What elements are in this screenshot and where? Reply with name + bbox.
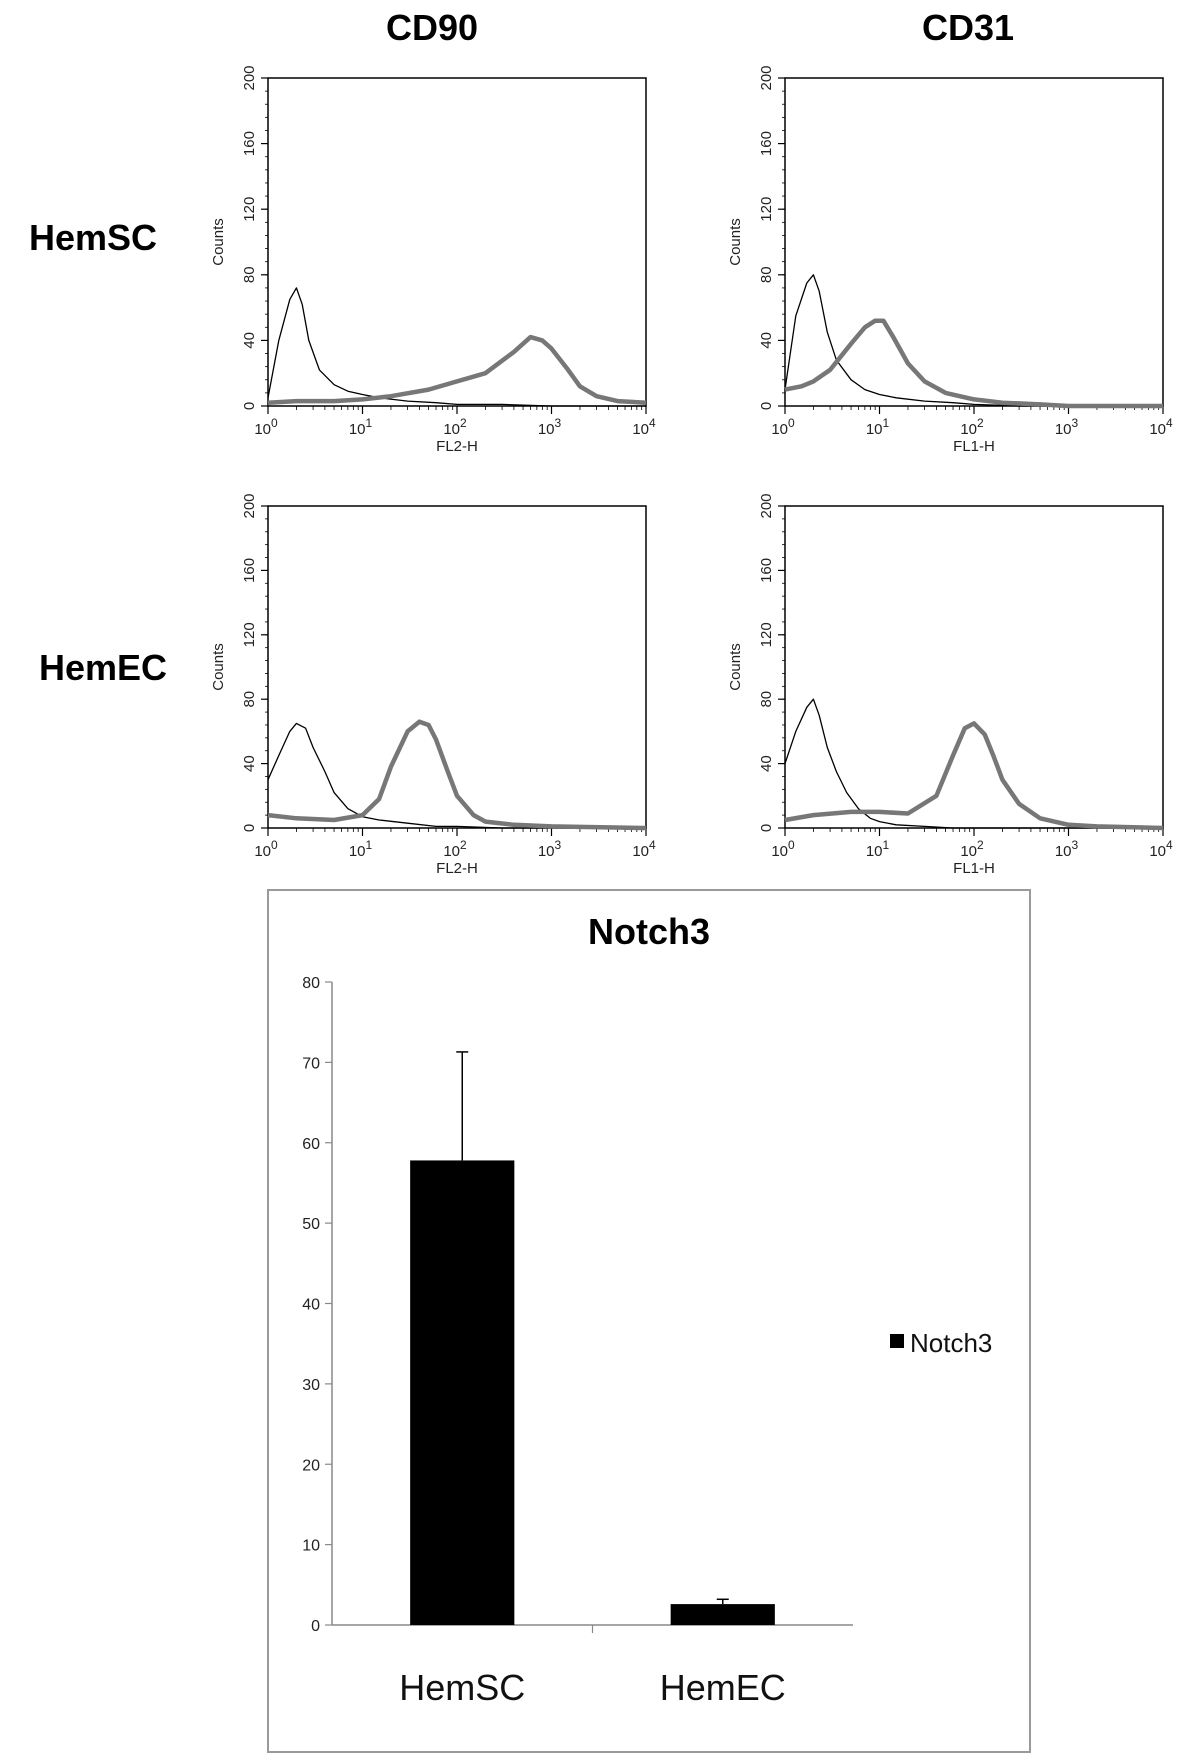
y-tick-label: 80 (758, 691, 775, 708)
x-tick-label: 100 (771, 838, 795, 860)
x-tick-label: 101 (866, 416, 890, 438)
x-tick-label: 103 (538, 838, 562, 860)
bar-y-tick-label: 10 (302, 1538, 320, 1555)
column-title-cd31: CD31 (922, 7, 1014, 48)
stained-histogram-line (267, 719, 647, 831)
x-tick-label: 104 (632, 838, 656, 860)
y-tick-label: 160 (758, 558, 775, 583)
bar-chart-title: Notch3 (588, 911, 710, 952)
x-axis-label: FL2-H (436, 860, 478, 877)
y-tick-label: 80 (241, 266, 258, 283)
y-axis-label: Counts (210, 643, 227, 691)
stained-histogram-line (267, 334, 647, 405)
x-tick-label: 104 (1149, 838, 1173, 860)
bar-chart-frame (267, 889, 1031, 1753)
control-histogram-line (784, 698, 1163, 829)
stained-histogram-line (784, 318, 1163, 409)
bar (670, 1604, 775, 1625)
x-tick-label: 103 (1055, 838, 1079, 860)
bar-y-tick-label: 70 (302, 1055, 320, 1072)
row-label-hemec: HemEC (39, 647, 167, 688)
control-histogram-line (267, 722, 646, 829)
y-tick-label: 120 (241, 622, 258, 647)
row-label-hemsc: HemSC (29, 217, 157, 258)
x-tick-label: 101 (866, 838, 890, 860)
y-tick-label: 0 (241, 824, 258, 832)
y-tick-label: 120 (758, 197, 775, 222)
y-tick-label: 160 (758, 131, 775, 156)
x-tick-label: 100 (254, 838, 278, 860)
x-axis-label: FL1-H (953, 438, 995, 455)
stained-histogram-line (784, 721, 1164, 831)
y-tick-label: 0 (241, 402, 258, 410)
histogram-cd31-hemsc: 0 40 80 120 160 200 Counts 100 101 102 103 104 FL1-H (727, 65, 1173, 455)
x-tick-label: 103 (538, 416, 562, 438)
x-tick-label: 100 (771, 416, 795, 438)
bar-y-tick-label: 0 (311, 1618, 320, 1635)
y-tick-label: 200 (241, 493, 258, 518)
y-tick-label: 120 (758, 622, 775, 647)
column-title-cd90: CD90 (386, 7, 478, 48)
legend-swatch (890, 1334, 904, 1348)
x-tick-label: 102 (960, 416, 984, 438)
x-axis-label: FL1-H (953, 860, 995, 877)
x-tick-label: 104 (632, 416, 656, 438)
bar-category-label: HemEC (660, 1667, 786, 1708)
bar-y-tick-label: 30 (302, 1377, 320, 1394)
y-tick-label: 80 (241, 691, 258, 708)
x-tick-label: 102 (443, 416, 467, 438)
bar-y-tick-label: 40 (302, 1297, 320, 1314)
bar-y-tick-label: 20 (302, 1457, 320, 1474)
y-tick-label: 0 (758, 402, 775, 410)
x-tick-label: 101 (349, 838, 373, 860)
x-tick-label: 100 (254, 416, 278, 438)
y-tick-label: 40 (758, 755, 775, 772)
x-tick-label: 101 (349, 416, 373, 438)
bar-y-tick-label: 50 (302, 1216, 320, 1233)
bar-category-label: HemSC (399, 1667, 525, 1708)
bar-chart-legend: Notch3 (890, 1328, 992, 1358)
histogram-cd90-hemsc: 0 40 80 120 160 200 Counts 100 101 102 103 104 FL2-H (210, 65, 656, 455)
y-tick-label: 80 (758, 266, 775, 283)
y-tick-label: 0 (758, 824, 775, 832)
histogram-cd90-hemec: 0 40 80 120 160 200 Counts 100 101 102 103 104 FL2-H (210, 493, 656, 877)
x-tick-label: 104 (1149, 416, 1173, 438)
y-axis-label: Counts (727, 218, 744, 266)
histogram-cd31-hemec: 0 40 80 120 160 200 Counts 100 101 102 103 104 FL1-H (727, 493, 1173, 877)
y-tick-label: 40 (241, 755, 258, 772)
y-axis-label: Counts (210, 218, 227, 266)
control-histogram-line (784, 274, 1163, 407)
x-tick-label: 102 (443, 838, 467, 860)
x-tick-label: 102 (960, 838, 984, 860)
y-tick-label: 200 (758, 65, 775, 90)
y-axis-label: Counts (727, 643, 744, 691)
plot-frame (267, 505, 647, 829)
control-histogram-line (267, 287, 646, 407)
y-tick-label: 160 (241, 558, 258, 583)
y-tick-label: 40 (241, 332, 258, 349)
y-tick-label: 40 (758, 332, 775, 349)
bar-y-tick-label: 60 (302, 1136, 320, 1153)
x-tick-label: 103 (1055, 416, 1079, 438)
y-tick-label: 200 (758, 493, 775, 518)
y-tick-label: 200 (241, 65, 258, 90)
notch3-bar-chart: 0 10 20 30 40 50 60 70 80 HemSC HemEC (302, 975, 853, 1708)
bar (410, 1160, 515, 1625)
plot-frame (784, 505, 1164, 829)
plot-frame (267, 77, 647, 407)
legend-label: Notch3 (910, 1328, 992, 1358)
y-tick-label: 160 (241, 131, 258, 156)
y-tick-label: 120 (241, 197, 258, 222)
bar-y-tick-label: 80 (302, 975, 320, 992)
x-axis-label: FL2-H (436, 438, 478, 455)
